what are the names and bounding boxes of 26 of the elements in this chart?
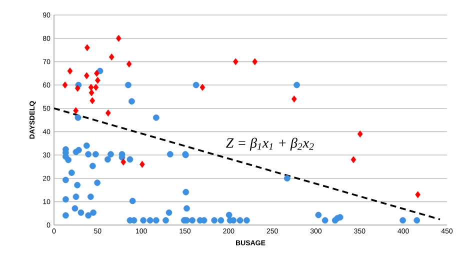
point	[252, 58, 258, 66]
point	[74, 84, 80, 92]
point	[94, 70, 100, 77]
point	[67, 68, 73, 75]
point	[415, 191, 420, 198]
point	[93, 84, 99, 91]
point	[357, 130, 363, 138]
annotation: Z = β$_{1}$x$_{1}$ + β$_{2}$x$_{2}$	[226, 138, 314, 151]
point	[126, 60, 132, 68]
point	[108, 54, 114, 61]
point	[105, 110, 111, 117]
point	[232, 58, 238, 66]
point	[140, 160, 145, 168]
point	[94, 76, 100, 84]
point	[116, 34, 122, 42]
point	[291, 96, 297, 103]
point	[200, 84, 206, 91]
point	[88, 84, 94, 91]
point	[120, 158, 126, 166]
point	[350, 156, 356, 164]
point	[88, 89, 94, 96]
point	[90, 97, 96, 104]
point	[73, 107, 79, 114]
point	[62, 82, 68, 89]
point	[84, 72, 90, 80]
point	[84, 44, 90, 52]
